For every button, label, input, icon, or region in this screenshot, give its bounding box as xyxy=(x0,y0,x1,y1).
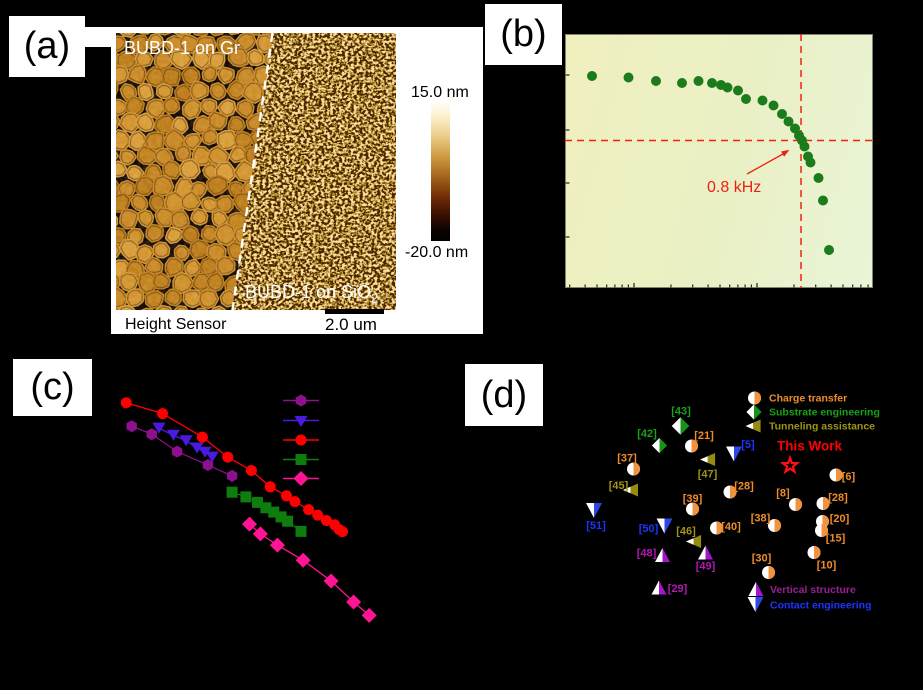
svg-text:This Work: This Work xyxy=(777,439,843,454)
svg-text:[42]: [42] xyxy=(637,428,657,440)
svg-text:Tunneling assistance: Tunneling assistance xyxy=(769,421,875,433)
svg-text:[48]: [48] xyxy=(637,548,657,560)
svg-text:[51]: [51] xyxy=(586,520,606,532)
svg-text:[28]: [28] xyxy=(734,481,754,493)
svg-text:Vertical structure: Vertical structure xyxy=(770,584,856,596)
svg-text:[30]: [30] xyxy=(752,553,772,565)
svg-text:[20]: [20] xyxy=(830,513,850,525)
svg-text:[46]: [46] xyxy=(676,526,696,538)
svg-text:[49]: [49] xyxy=(696,561,716,573)
svg-text:[15]: [15] xyxy=(826,533,846,545)
svg-text:[6]: [6] xyxy=(842,471,856,483)
svg-text:[28]: [28] xyxy=(828,492,848,504)
svg-text:Substrate engineering: Substrate engineering xyxy=(769,407,880,419)
svg-text:[10]: [10] xyxy=(817,560,837,572)
svg-text:[37]: [37] xyxy=(617,453,637,465)
svg-text:[47]: [47] xyxy=(698,469,718,481)
svg-text:[45]: [45] xyxy=(609,480,629,492)
svg-text:[29]: [29] xyxy=(668,583,688,595)
svg-text:Charge transfer: Charge transfer xyxy=(769,393,847,405)
svg-text:[21]: [21] xyxy=(694,430,714,442)
svg-text:[38]: [38] xyxy=(751,513,771,525)
svg-text:[43]: [43] xyxy=(671,406,691,418)
svg-text:[5]: [5] xyxy=(741,439,755,451)
svg-text:Contact engineering: Contact engineering xyxy=(770,600,872,612)
svg-text:[40]: [40] xyxy=(721,521,741,533)
svg-text:[39]: [39] xyxy=(683,493,703,505)
svg-text:[8]: [8] xyxy=(776,488,790,500)
svg-text:[50]: [50] xyxy=(639,523,659,535)
